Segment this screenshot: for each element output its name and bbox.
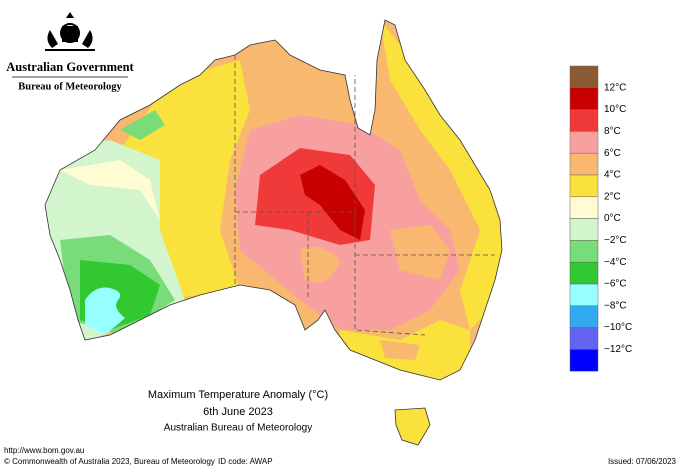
legend-label: 8°C [604, 126, 621, 137]
legend-label: 2°C [604, 191, 621, 202]
legend-label: −12°C [604, 344, 632, 355]
legend-label: −8°C [604, 300, 627, 311]
legend-label: 0°C [604, 213, 621, 224]
legend-swatch [569, 283, 599, 307]
legend-label: −4°C [604, 257, 627, 268]
footer-id: ID code: AWAP [218, 457, 273, 466]
government-name: Australian Government [6, 60, 134, 74]
legend-swatch [569, 174, 599, 198]
legend-swatch [569, 131, 599, 154]
legend-swatch [569, 261, 599, 285]
legend-swatch [569, 65, 599, 89]
legend-swatch [569, 327, 599, 350]
legend-swatch [569, 196, 599, 219]
legend-label: −10°C [604, 322, 632, 333]
legend-swatch [569, 109, 599, 132]
map-source: Australian Bureau of Meteorology [164, 423, 312, 434]
legend-label: 10°C [604, 104, 626, 115]
footer-copyright: © Commonwealth of Australia 2023, Bureau… [4, 457, 215, 466]
legend-label: −6°C [604, 279, 627, 290]
legend: 12°C 10°C 8°C 6°C 4°C 2°C 0°C −2°C −4°C −6°C −8°C −… [569, 65, 632, 372]
legend-swatch [569, 87, 599, 110]
tasmania [394, 407, 431, 446]
map-title: Maximum Temperature Anomaly (°C) [148, 389, 328, 401]
legend-label: 6°C [604, 148, 621, 159]
legend-swatch [569, 240, 599, 263]
state-borders [234, 55, 495, 336]
legend-label: 12°C [604, 82, 626, 93]
logo [45, 12, 95, 51]
footer-url: http://www.bom.gov.au [4, 446, 84, 455]
legend-label: −2°C [604, 235, 627, 246]
legend-label: 4°C [604, 170, 621, 181]
legend-swatch [569, 218, 599, 241]
map-date: 6th June 2023 [203, 406, 273, 418]
agency-name: Bureau of Meteorology [18, 81, 122, 92]
legend-swatch [569, 305, 599, 328]
legend-swatch [569, 152, 599, 176]
footer-issued: Issued: 07/06/2023 [608, 457, 677, 466]
legend-swatch [569, 349, 599, 372]
coastline [44, 19, 503, 381]
